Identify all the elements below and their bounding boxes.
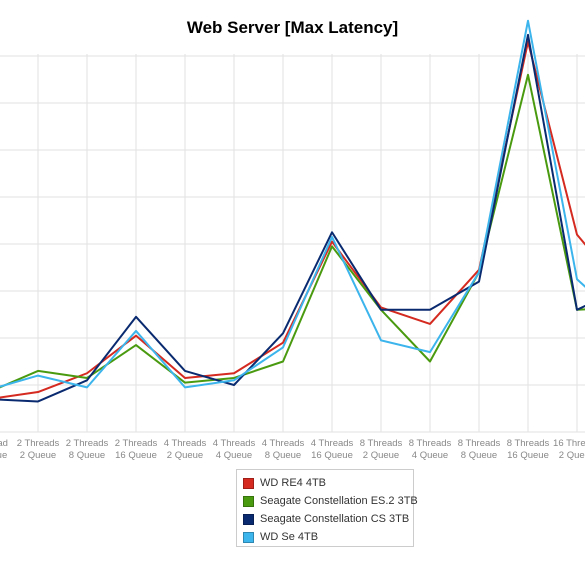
legend-label: WD RE4 4TB xyxy=(260,477,327,489)
x-tick-label: 4 Threads 4 Queue xyxy=(213,438,256,461)
legend-item[interactable]: Seagate Constellation ES.2 3TB xyxy=(243,492,418,510)
legend-swatch xyxy=(243,477,254,489)
series-line-2 xyxy=(0,73,585,389)
x-tick-label: 2 Threads 16 Queue xyxy=(115,438,158,461)
legend-swatch xyxy=(243,531,254,543)
series-line-1 xyxy=(0,40,585,399)
series-line-4 xyxy=(0,19,585,389)
series-lines xyxy=(0,19,585,403)
x-tick-label: 8 Threads 4 Queue xyxy=(409,438,452,461)
x-tick-label: 2 Threads 2 Queue xyxy=(17,438,60,461)
x-tick-label: 2 Threads 8 Queue xyxy=(66,438,109,461)
legend-swatch xyxy=(243,495,254,507)
x-tick-label: 4 Threads 8 Queue xyxy=(262,438,305,461)
x-tick-label: 8 Threads 16 Queue xyxy=(507,438,550,461)
legend-swatch xyxy=(243,513,254,525)
legend: WD RE4 4TB Seagate Constellation ES.2 3TB… xyxy=(236,469,418,547)
legend-item[interactable]: Seagate Constellation CS 3TB xyxy=(243,510,413,528)
legend-label: Seagate Constellation CS 3TB xyxy=(260,513,410,525)
legend-item[interactable]: WD Se 4TB xyxy=(243,528,413,546)
series-line-3 xyxy=(0,33,585,403)
x-tick-label: 4 Threads 2 Queue xyxy=(164,438,207,461)
legend-label: WD Se 4TB xyxy=(260,531,319,543)
chart-title: Web Server [Max Latency] xyxy=(186,18,399,37)
grid xyxy=(0,54,585,433)
x-tick-label: 8 Threads 8 Queue xyxy=(458,438,501,461)
x-tick-label: 4 Threads 16 Queue xyxy=(311,438,354,461)
x-tick-label: 8 Threads 2 Queue xyxy=(360,438,403,461)
legend-label: Seagate Constellation ES.2 3TB xyxy=(260,495,418,507)
x-tick-label: 1 Thread1 Queue xyxy=(0,438,8,461)
legend-item[interactable]: WD RE4 4TB xyxy=(243,474,413,492)
